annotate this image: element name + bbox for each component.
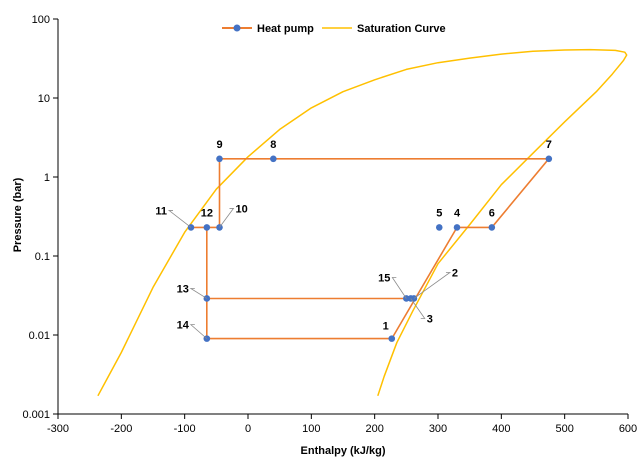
x-tick-label: 200 (365, 423, 383, 435)
point-label-7: 7 (546, 139, 552, 151)
heat-pump-point-12 (203, 224, 211, 231)
y-tick-label: 0.01 (29, 330, 50, 342)
saturation-curve-line (97, 48, 628, 397)
x-tick-label: 100 (302, 423, 320, 435)
y-tick-label: 100 (32, 14, 50, 26)
saturation-curve-layer (97, 48, 628, 397)
x-tick-label: 400 (492, 423, 510, 435)
y-tick-label: 0.001 (22, 409, 50, 421)
heat-pump-point-15 (403, 295, 410, 302)
heat-pump-point-7 (545, 155, 553, 163)
point-label-1: 1 (383, 321, 389, 333)
leader-line (189, 324, 208, 339)
x-tick-label: -300 (47, 423, 69, 435)
x-tick-label: 0 (245, 423, 251, 435)
heat-pump-point-5 (435, 224, 443, 231)
leader-line (167, 210, 192, 228)
point-label-12: 12 (201, 207, 213, 219)
leader-line (219, 208, 235, 228)
legend-heat-pump-marker (233, 24, 241, 32)
leader-line (391, 277, 407, 299)
x-tick-label: -100 (174, 423, 196, 435)
heat-pump-layer (187, 155, 553, 342)
legend: Heat pump Saturation Curve (222, 23, 446, 35)
heat-pump-point-6 (488, 224, 496, 231)
point-label-3: 3 (427, 313, 433, 325)
point-label-14: 14 (177, 320, 190, 332)
x-tick-label: 600 (619, 423, 637, 435)
point-label-6: 6 (489, 207, 495, 219)
x-axis-title: Enthalpy (kJ/kg) (301, 445, 386, 457)
heat-pump-point-13 (203, 295, 211, 302)
point-label-2: 2 (452, 267, 458, 279)
heat-pump-point-9 (216, 155, 223, 163)
point-label-5: 5 (436, 207, 442, 219)
y-axis-title: Pressure (bar) (12, 177, 24, 252)
axes (53, 18, 629, 419)
heat-pump-line (191, 158, 551, 340)
x-tick-label: 300 (429, 423, 447, 435)
point-label-10: 10 (236, 203, 248, 215)
point-label-15: 15 (378, 272, 390, 284)
y-tick-label: 0.1 (35, 251, 50, 263)
y-tick-label: 1 (44, 172, 50, 184)
y-tick-label: 10 (38, 93, 50, 105)
legend-saturation-label: Saturation Curve (357, 23, 446, 35)
y-tick-labels: 0.001 0.01 0.1 1 10 100 (22, 14, 50, 421)
heat-pump-point-8 (270, 155, 277, 163)
x-tick-label: -200 (110, 423, 132, 435)
x-tick-labels: -300 -200 -100 0 100 200 300 400 500 600 (47, 423, 637, 435)
heat-pump-point-1 (388, 335, 396, 342)
heat-pump-point-4 (453, 224, 461, 231)
point-label-9: 9 (216, 139, 222, 151)
point-label-8: 8 (270, 139, 276, 151)
point-label-13: 13 (177, 283, 189, 295)
leader-line (410, 298, 426, 319)
leader-line (189, 288, 208, 299)
point-label-4: 4 (454, 207, 461, 219)
leader-line (413, 272, 452, 299)
legend-heat-pump-label: Heat pump (257, 23, 314, 35)
point-label-11: 11 (155, 205, 167, 217)
x-tick-label: 500 (555, 423, 573, 435)
